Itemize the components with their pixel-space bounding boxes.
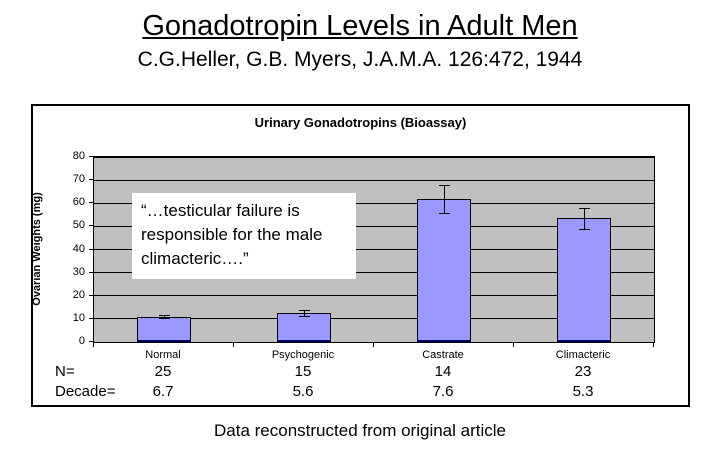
error-bar-cap-bottom <box>438 212 450 214</box>
table-cell: 5.6 <box>292 383 314 400</box>
y-tick-label: 0 <box>78 335 85 347</box>
error-bar-normal <box>163 314 165 319</box>
gridline <box>94 179 654 181</box>
y-tick-label: 40 <box>72 242 85 255</box>
x-category-label: Normal <box>145 349 181 361</box>
y-axis-tick <box>89 225 93 227</box>
error-bar-cap-bottom <box>298 316 310 318</box>
error-bar-cap-bottom <box>158 318 170 320</box>
table-cell: 14 <box>434 363 452 380</box>
table-row-label: Decade= <box>55 383 116 400</box>
y-axis-tick <box>89 179 93 181</box>
gridline <box>94 295 654 297</box>
bar-normal <box>137 316 191 342</box>
y-tick-label: 30 <box>72 265 85 278</box>
table-cell: 7.6 <box>432 383 454 400</box>
error-bar-cap-bottom <box>578 228 590 230</box>
error-bar-climacteric <box>583 207 585 229</box>
gridline <box>94 225 654 227</box>
x-axis-tick <box>233 343 234 347</box>
gridline <box>94 202 654 204</box>
y-tick-label: 80 <box>72 150 85 162</box>
page-title: Gonadotropin Levels in Adult Men <box>142 10 578 42</box>
y-tick-label: 10 <box>72 311 85 324</box>
table-cell: 5.3 <box>572 383 594 400</box>
citation-subtitle: C.G.Heller, G.B. Myers, J.A.M.A. 126:472… <box>137 48 583 71</box>
quote-annotation: “…testicular failure is responsible for … <box>132 193 356 279</box>
y-axis-tick <box>89 317 93 319</box>
y-axis-title: Ovarian Weights (mg) <box>31 191 43 306</box>
table-cell: 23 <box>574 363 592 380</box>
gridline <box>94 318 654 320</box>
x-category-label: Psychogenic <box>271 349 335 361</box>
y-axis-tick <box>89 271 93 273</box>
y-axis-tick <box>89 341 93 342</box>
y-tick-label: 70 <box>72 173 85 186</box>
y-tick-label: 20 <box>72 288 85 301</box>
error-bar-cap-top <box>578 207 590 209</box>
y-tick-label: 60 <box>72 196 85 209</box>
x-category-label: Castrate <box>422 349 464 361</box>
y-axis-tick <box>89 294 93 296</box>
gridline <box>94 272 654 274</box>
x-axis-tick <box>373 343 374 347</box>
gridline <box>94 156 654 158</box>
x-axis-tick <box>93 343 94 347</box>
table-cell: 15 <box>294 363 312 380</box>
gridline <box>94 249 654 250</box>
table-cell: 25 <box>154 363 172 380</box>
chart-title: Urinary Gonadotropins (Bioassay) <box>254 115 467 130</box>
error-bar-cap-top <box>438 184 450 186</box>
y-axis-tick <box>89 248 93 250</box>
y-axis-tick <box>89 156 93 157</box>
caption: Data reconstructed from original article <box>214 421 506 440</box>
x-category-label: Climacteric <box>555 349 611 361</box>
x-axis-tick <box>513 343 514 347</box>
error-bar-psychogenic <box>303 310 305 317</box>
table-row-label: N= <box>55 363 75 380</box>
bar-climacteric <box>557 218 611 342</box>
error-bar-cap-top <box>158 314 170 316</box>
chart-frame: Urinary Gonadotropins (Bioassay) Ovarian… <box>31 104 690 407</box>
error-bar-cap-top <box>298 310 310 312</box>
y-tick-label: 50 <box>72 219 85 232</box>
bar-psychogenic <box>277 313 331 342</box>
bar-castrate <box>417 198 471 342</box>
error-bar-castrate <box>443 184 445 213</box>
table-cell: 6.7 <box>152 383 174 400</box>
x-axis-tick <box>653 343 654 347</box>
y-axis-tick <box>89 202 93 204</box>
